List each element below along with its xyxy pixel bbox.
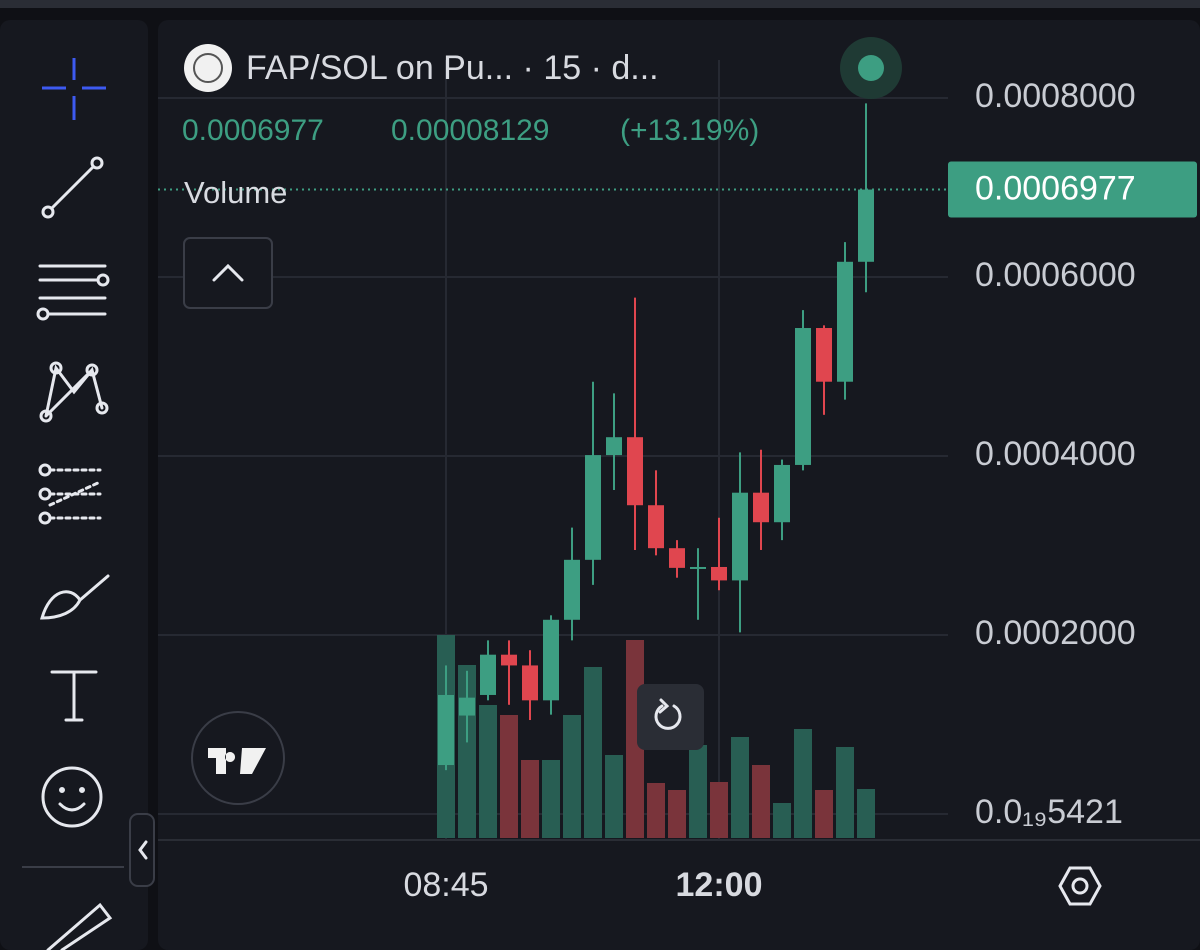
candle-body xyxy=(711,566,727,581)
candle-body xyxy=(522,665,538,701)
forecast-tool[interactable] xyxy=(38,463,102,525)
candle-body xyxy=(480,654,496,695)
settings[interactable] xyxy=(1058,866,1102,906)
pattern-tool[interactable] xyxy=(39,361,109,423)
volume-bar xyxy=(584,667,602,838)
candle-body xyxy=(753,492,769,523)
symbol-logo xyxy=(184,44,232,92)
emoji-tool[interactable] xyxy=(41,766,103,828)
tradingview-logo[interactable] xyxy=(191,711,285,805)
brush-tool[interactable] xyxy=(40,574,110,620)
volume-label: Volume xyxy=(184,175,287,210)
volume-bar xyxy=(752,765,770,838)
volume-bar xyxy=(542,760,560,838)
candle-body xyxy=(795,328,811,465)
candle-body xyxy=(732,492,748,581)
candle-body xyxy=(564,559,580,620)
candle-body xyxy=(858,189,874,262)
plot: 0.0₁₉5421 0.0002000 0.0004000 0.0006000 0.00… xyxy=(158,60,1197,904)
collapse-toolbar[interactable] xyxy=(129,813,155,887)
volume-bar xyxy=(836,747,854,838)
candle-body xyxy=(690,566,706,569)
volume-bar xyxy=(521,760,539,838)
y-tick-label: 0.0006000 xyxy=(975,256,1136,294)
candle-body xyxy=(543,619,559,701)
candle-body xyxy=(585,455,601,560)
candle-body xyxy=(648,505,664,549)
volume-bar xyxy=(710,782,728,838)
trend-line-tool[interactable] xyxy=(41,156,104,219)
candle-body xyxy=(501,654,517,666)
collapse-legend[interactable] xyxy=(183,237,273,309)
x-tick-label: 08:45 xyxy=(403,866,488,904)
volume-bar xyxy=(668,790,686,838)
volume-bar xyxy=(479,705,497,838)
chart-panel xyxy=(158,20,1200,950)
volume-bar xyxy=(689,745,707,838)
fib-tool[interactable] xyxy=(36,264,110,321)
y-tick-label: 0.0004000 xyxy=(975,435,1136,473)
volume-bar xyxy=(605,755,623,838)
volume-bar xyxy=(815,790,833,838)
symbol-title: FAP/SOL on Pu... · 15 · d... xyxy=(246,49,659,87)
volume-bar xyxy=(857,789,875,838)
candle-body xyxy=(627,437,643,506)
volume-bar xyxy=(731,737,749,838)
candle-body xyxy=(816,328,832,382)
y-tick-label: 0.0002000 xyxy=(975,614,1136,652)
ruler-tool[interactable] xyxy=(46,902,113,950)
candle-body xyxy=(669,548,685,568)
candle-body xyxy=(606,437,622,456)
volume-bar xyxy=(647,783,665,838)
toolbar xyxy=(0,20,148,950)
legend-change: 0.00008129 xyxy=(391,114,550,147)
candle-body xyxy=(837,261,853,382)
volume-bar xyxy=(773,803,791,838)
legend-change-pct: (+13.19%) xyxy=(620,114,759,147)
candle-body xyxy=(774,464,790,523)
text-tool[interactable] xyxy=(50,670,98,722)
top-bar xyxy=(0,0,1200,8)
candle-body xyxy=(459,697,475,716)
price-tag xyxy=(948,161,1197,218)
volume-bar xyxy=(500,715,518,838)
y-tick-label: 0.0₁₉5421 xyxy=(975,793,1123,831)
volume-bar xyxy=(563,715,581,838)
legend-close: 0.0006977 xyxy=(182,114,324,147)
price-tag-label: 0.0006977 xyxy=(975,170,1136,208)
crosshair-tool[interactable] xyxy=(42,58,106,120)
reset-chart[interactable] xyxy=(637,684,704,750)
market-status xyxy=(840,37,902,99)
candle-body xyxy=(438,694,454,766)
volume-bar xyxy=(794,729,812,838)
x-tick-label: 12:00 xyxy=(676,866,763,904)
y-tick-label: 0.0008000 xyxy=(975,77,1136,115)
